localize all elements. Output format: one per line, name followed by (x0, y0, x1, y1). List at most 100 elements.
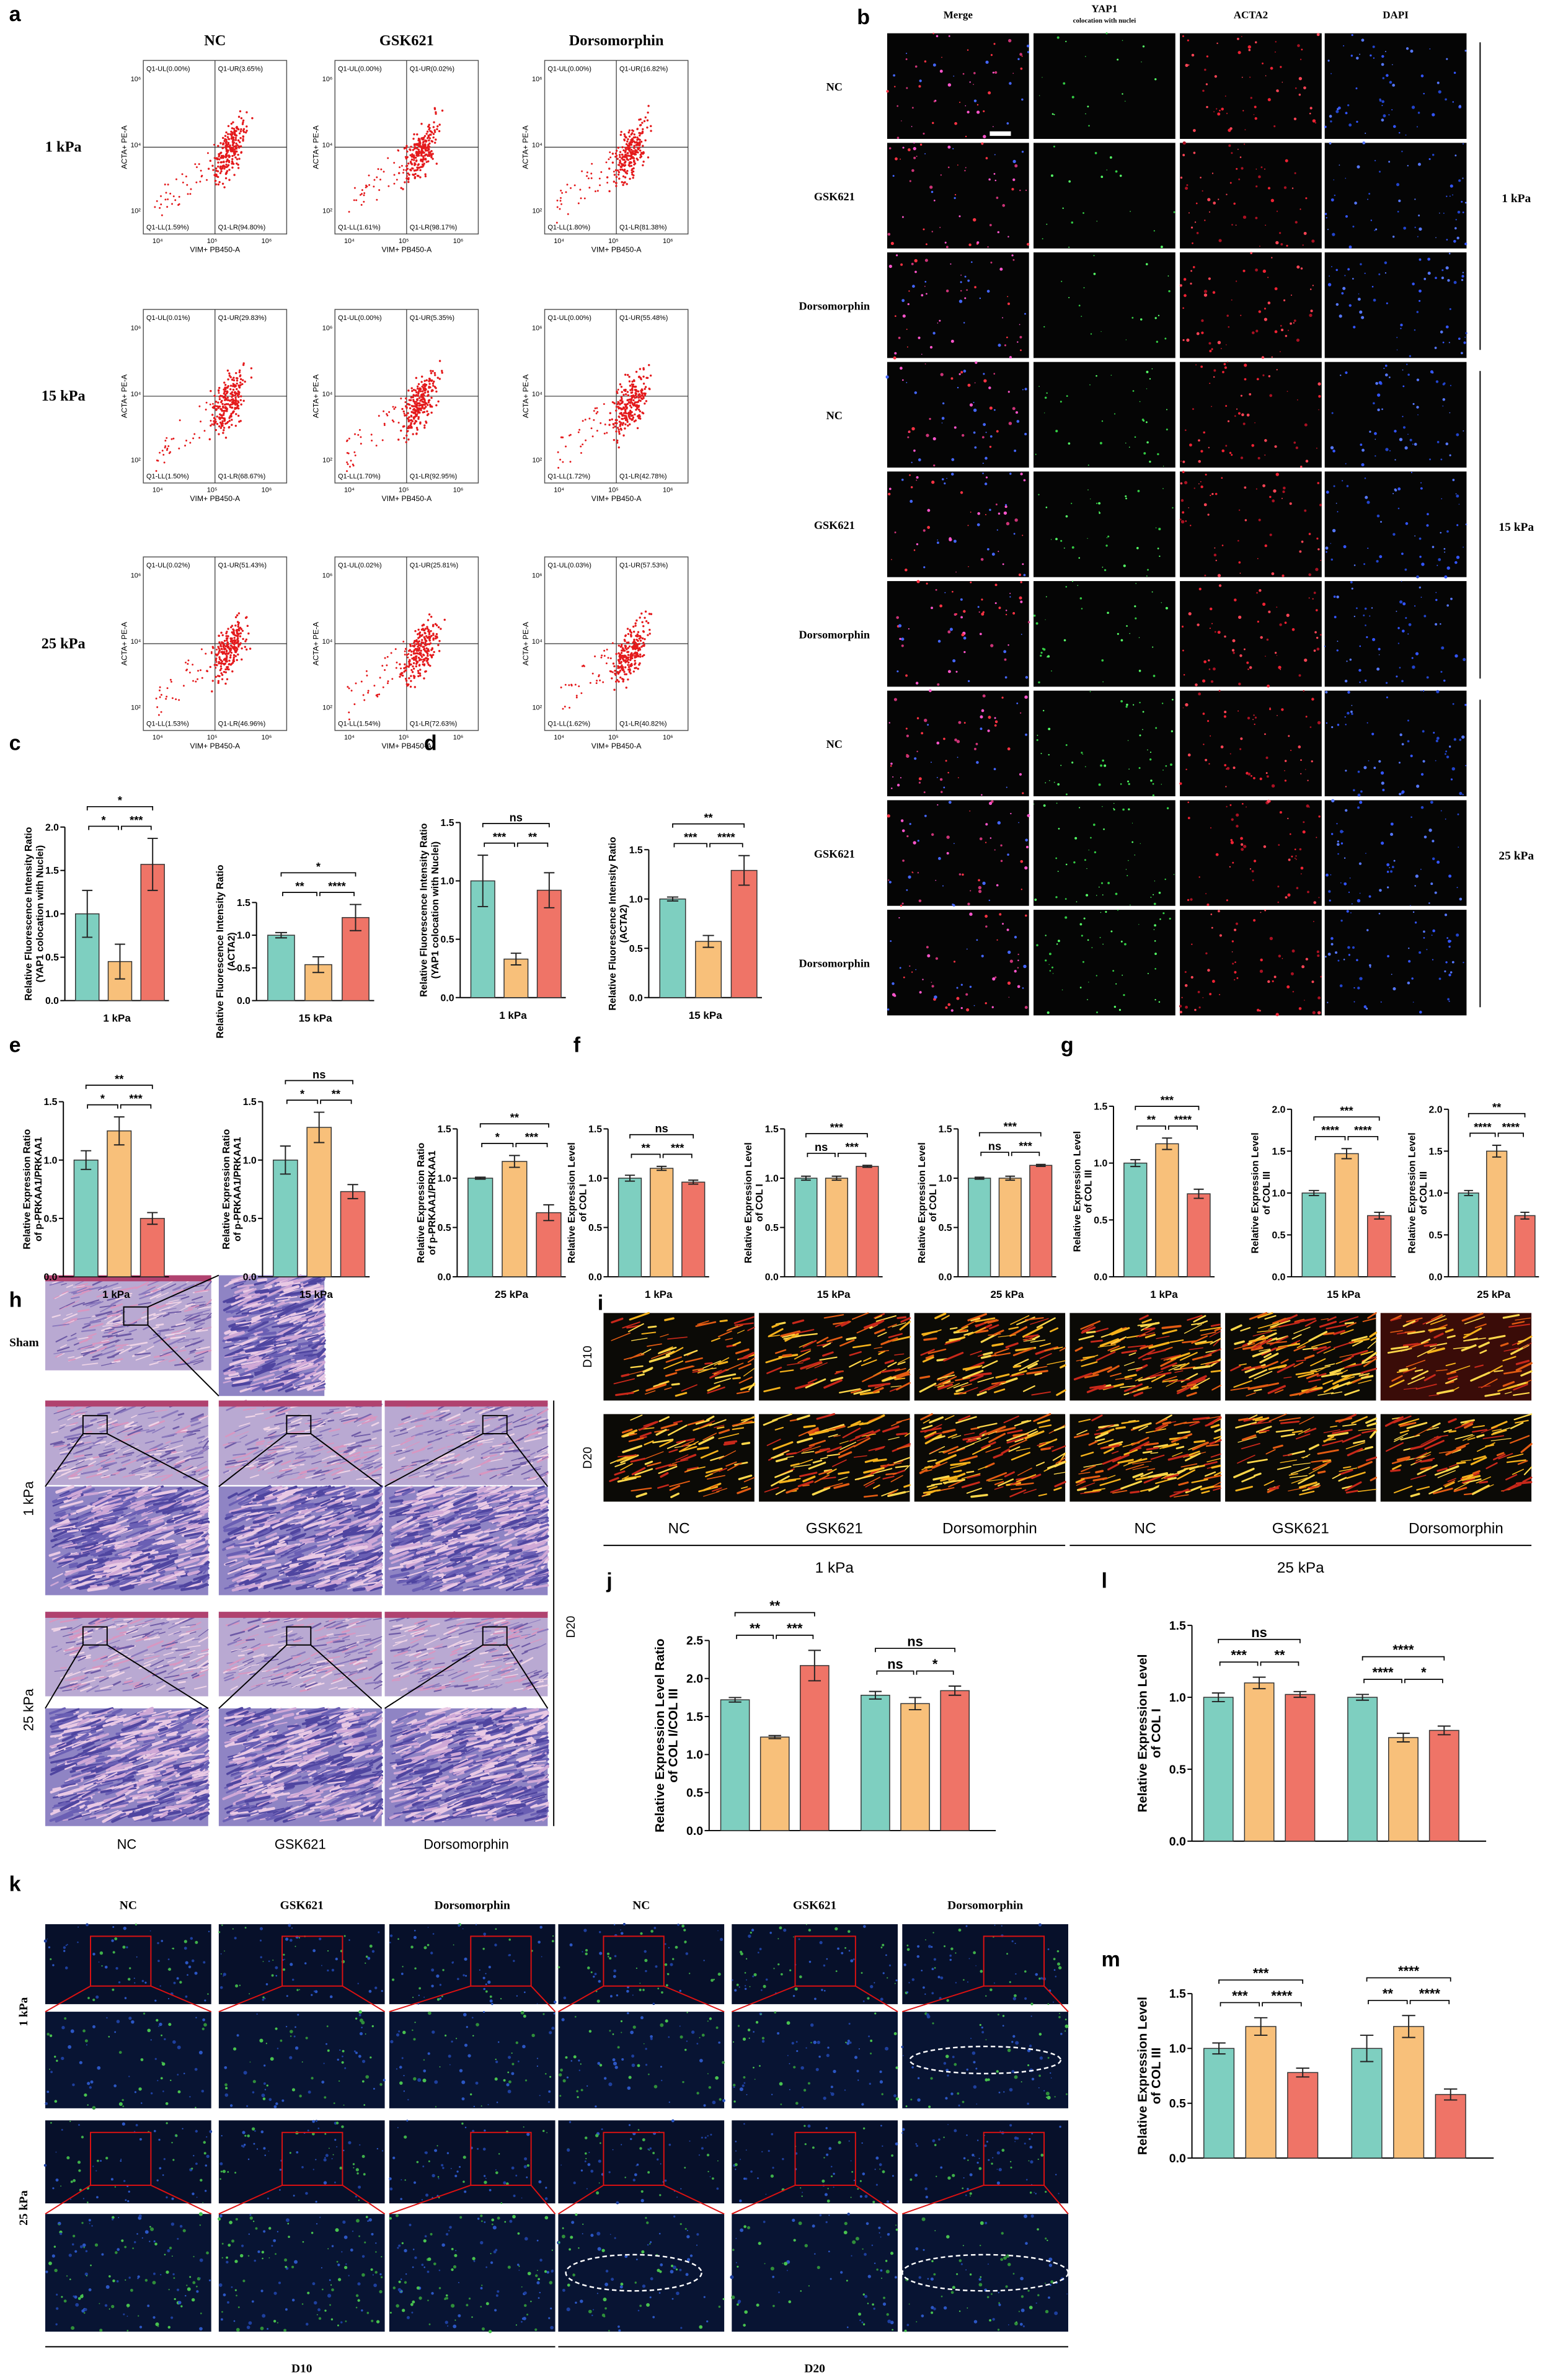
image-speck (1427, 513, 1429, 515)
image-speck (1300, 466, 1303, 468)
event-dot (212, 403, 214, 405)
image-speck (1087, 999, 1088, 1000)
image-speck (942, 417, 945, 420)
image-speck (1186, 339, 1189, 342)
event-dot (616, 406, 618, 407)
image-speck (1446, 58, 1448, 60)
image-speck (1002, 204, 1005, 207)
event-dot (581, 171, 583, 172)
scale-bar (989, 131, 1011, 136)
image-speck (1203, 432, 1205, 434)
image-speck (1048, 754, 1050, 755)
image-speck (1377, 515, 1380, 518)
image-speck (1071, 762, 1073, 763)
image-speck (1213, 376, 1215, 378)
event-dot (418, 633, 420, 634)
image-speck (1238, 412, 1241, 415)
image-speck (1432, 935, 1433, 936)
image-speck (1331, 833, 1333, 835)
event-dot (236, 377, 238, 379)
image-speck (1111, 375, 1112, 376)
event-dot (419, 634, 421, 636)
event-dot (228, 646, 229, 647)
image-speck (944, 592, 945, 593)
event-dot (626, 419, 628, 421)
event-dot (623, 133, 625, 135)
event-dot (236, 629, 237, 631)
image-speck (1100, 937, 1101, 938)
image-speck (985, 482, 987, 485)
image-speck (1407, 633, 1409, 634)
image-speck (1454, 561, 1458, 564)
image-speck (1270, 708, 1271, 709)
image-speck (1209, 383, 1210, 384)
image-speck (1162, 770, 1164, 771)
image-speck (989, 802, 992, 805)
image-speck (1423, 93, 1425, 95)
image-speck (1423, 690, 1425, 692)
image-speck (1271, 257, 1272, 258)
image-speck (1110, 156, 1112, 159)
micrograph (1325, 799, 1467, 907)
image-speck (1044, 412, 1045, 413)
event-dot (373, 185, 374, 187)
event-dot (225, 437, 227, 438)
event-dot (630, 658, 632, 660)
image-speck (995, 602, 997, 604)
quadrant-label: Q1-UR(3.65%) (218, 65, 263, 73)
image-speck (891, 788, 893, 789)
image-speck (951, 473, 954, 476)
event-dot (629, 384, 631, 386)
x-tick-label: 10⁶ (262, 486, 272, 494)
image-speck (1466, 523, 1468, 525)
y-tick-label: 10⁶ (322, 325, 333, 332)
image-speck (1353, 987, 1355, 988)
image-speck (971, 261, 973, 263)
image-speck (1381, 841, 1384, 845)
event-dot (213, 420, 215, 422)
event-dot (578, 429, 580, 431)
image-speck (983, 379, 986, 382)
image-speck (954, 426, 957, 428)
image-speck (1204, 220, 1205, 221)
event-dot (222, 147, 224, 149)
event-dot (220, 651, 222, 653)
y-axis-label: ACTA+ PE-A (521, 621, 530, 665)
event-dot (231, 155, 233, 157)
image-speck (1241, 167, 1243, 169)
image-speck (1254, 114, 1255, 115)
image-speck (992, 1006, 994, 1008)
event-dot (629, 158, 631, 160)
image-speck (1208, 763, 1210, 765)
event-dot (641, 621, 643, 623)
event-dot (224, 646, 226, 647)
event-dot (631, 388, 633, 389)
image-speck (980, 298, 981, 299)
image-speck (1417, 236, 1419, 238)
event-dot (626, 172, 628, 174)
image-speck (1210, 827, 1211, 828)
event-dot (402, 641, 404, 642)
event-dot (628, 148, 630, 150)
event-dot (228, 660, 230, 662)
image-speck (1314, 631, 1317, 634)
event-dot (557, 200, 559, 202)
event-dot (645, 117, 647, 118)
row-label: Dorsomorphin (799, 957, 870, 970)
event-dot (410, 669, 412, 671)
event-dot (618, 446, 620, 448)
image-speck (1146, 371, 1149, 373)
image-speck (1087, 489, 1088, 490)
image-speck (1272, 499, 1275, 502)
event-dot (618, 655, 620, 657)
event-dot (164, 184, 166, 185)
image-speck (1007, 982, 1011, 985)
image-speck (998, 606, 1001, 609)
image-speck (1185, 984, 1188, 987)
event-dot (240, 399, 242, 401)
image-speck (1308, 573, 1311, 576)
image-speck (1188, 64, 1189, 66)
event-dot (618, 389, 619, 391)
event-dot (590, 172, 592, 174)
event-dot (162, 450, 164, 451)
